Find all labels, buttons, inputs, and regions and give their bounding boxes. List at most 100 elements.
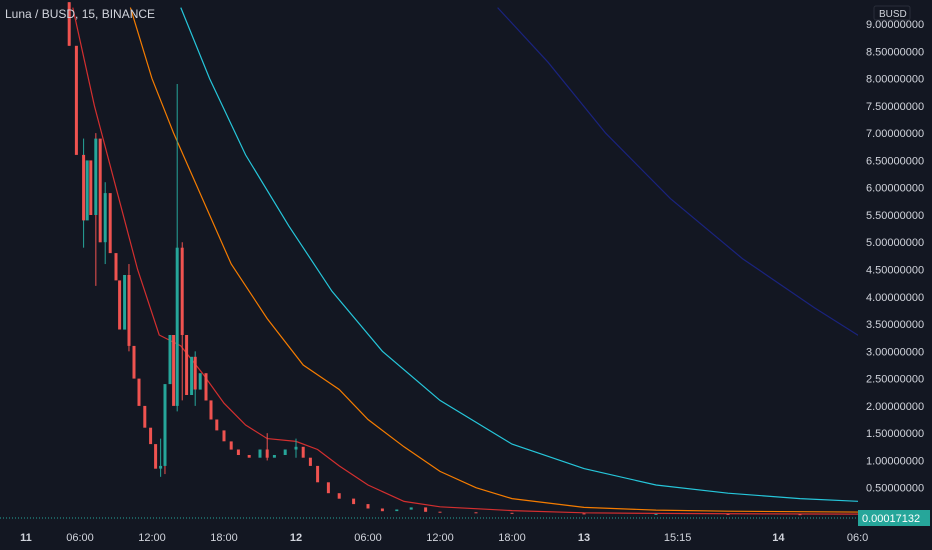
candle-body xyxy=(294,446,298,450)
candle-body xyxy=(395,509,399,512)
y-tick-label: 1.50000000 xyxy=(866,428,924,440)
candle-body xyxy=(258,449,262,458)
candle-body xyxy=(193,356,197,390)
chart-title: Luna / BUSD, 15, BINANCE xyxy=(5,7,155,21)
x-tick-label: 13 xyxy=(578,532,590,544)
y-tick-label: 7.50000000 xyxy=(866,101,924,113)
candle-body xyxy=(236,449,240,455)
ma-line-navy xyxy=(497,7,858,336)
candle-body xyxy=(272,455,276,458)
candle-body xyxy=(67,2,71,46)
y-tick-label: 9.00000000 xyxy=(866,19,924,31)
y-tick-label: 8.00000000 xyxy=(866,74,924,86)
candle-body xyxy=(118,280,122,330)
candle-body xyxy=(89,160,93,215)
x-tick-label: 18:00 xyxy=(210,532,238,544)
y-tick-label: 6.50000000 xyxy=(866,155,924,167)
y-tick-label: 5.00000000 xyxy=(866,237,924,249)
candle-body xyxy=(409,507,413,510)
x-tick-label: 15:15 xyxy=(664,532,692,544)
candle-body xyxy=(82,154,86,221)
candle-body xyxy=(74,45,78,155)
y-tick-label: 1.00000000 xyxy=(866,455,924,467)
x-tick-label: 12:00 xyxy=(138,532,166,544)
candle-body xyxy=(209,400,213,420)
candle-body xyxy=(132,345,136,379)
candle-body xyxy=(103,193,107,243)
candle-body xyxy=(326,482,330,494)
candle-body xyxy=(215,419,219,431)
candle-body xyxy=(474,512,478,514)
y-tick-label: 2.00000000 xyxy=(866,401,924,413)
y-tick-label: 6.00000000 xyxy=(866,183,924,195)
candle-body xyxy=(582,513,586,515)
candle-body xyxy=(229,441,233,450)
candle-body xyxy=(180,247,184,335)
y-tick-label: 7.00000000 xyxy=(866,128,924,140)
candle-body xyxy=(204,373,208,401)
candle-body xyxy=(247,455,251,458)
candle-body xyxy=(654,513,658,515)
unit-label: BUSD xyxy=(879,9,907,20)
candle-body xyxy=(380,508,384,512)
candle-body xyxy=(798,514,802,516)
x-tick-label: 14 xyxy=(772,532,785,544)
x-tick-label: 12 xyxy=(290,532,302,544)
unit-label-box xyxy=(873,5,911,21)
x-tick-label: 18:00 xyxy=(498,532,526,544)
candle-body xyxy=(352,498,356,505)
y-tick-label: 2.50000000 xyxy=(866,374,924,386)
candle-body xyxy=(127,275,131,346)
candle-body xyxy=(163,384,167,466)
candle-body xyxy=(123,275,127,330)
y-tick-label: 8.50000000 xyxy=(866,46,924,58)
candle-body xyxy=(337,493,341,499)
candle-body xyxy=(726,513,730,515)
y-tick-label: 4.00000000 xyxy=(866,292,924,304)
candle-body xyxy=(108,193,112,254)
y-tick-label: 4.50000000 xyxy=(866,265,924,277)
candle-body xyxy=(316,465,320,483)
x-tick-label: 06:0 xyxy=(847,532,868,544)
candle-body xyxy=(143,405,147,428)
candle-body xyxy=(308,457,312,466)
x-axis[interactable]: 11 06:00 12:00 18:00 12 06:00 12:00 18:00 13 15:1… xyxy=(20,532,868,544)
current-price-label: 0.00017132 xyxy=(862,513,920,525)
candle-body xyxy=(198,373,202,390)
x-tick-label: 11 xyxy=(20,532,32,544)
candle-body xyxy=(154,444,158,469)
candle-body xyxy=(149,427,153,445)
candle-body xyxy=(283,449,287,455)
candle-body xyxy=(424,507,428,512)
x-tick-label: 12:00 xyxy=(426,532,454,544)
candle-body xyxy=(438,511,442,513)
y-tick-label: 3.00000000 xyxy=(866,346,924,358)
candle-body xyxy=(168,335,172,385)
candle-body xyxy=(185,335,189,395)
candle-body xyxy=(85,160,89,221)
candle-body xyxy=(175,247,179,406)
candle-body xyxy=(98,138,102,243)
current-price-badge: 0.00017132 xyxy=(858,510,930,526)
candle-body xyxy=(137,378,141,406)
y-axis[interactable]: 9.00000000 8.50000000 8.00000000 7.50000000… xyxy=(866,19,924,495)
candle-body xyxy=(222,430,226,442)
ma-line-orange xyxy=(129,7,858,513)
x-tick-label: 06:00 xyxy=(66,532,94,544)
y-tick-label: 5.50000000 xyxy=(866,210,924,222)
ma-line-teal xyxy=(180,7,858,502)
candle-body xyxy=(94,138,98,215)
candle-body xyxy=(114,253,118,281)
plot-area[interactable] xyxy=(0,2,901,519)
candle-body xyxy=(190,356,194,395)
candle-body xyxy=(159,465,163,469)
x-tick-label: 06:00 xyxy=(354,532,382,544)
candle-body xyxy=(301,446,305,458)
y-tick-label: 0.50000000 xyxy=(866,483,924,495)
candle-body xyxy=(510,512,514,514)
candle-body xyxy=(265,449,269,458)
candle-body xyxy=(366,504,370,509)
y-tick-label: 3.50000000 xyxy=(866,319,924,331)
candle-body xyxy=(172,335,176,406)
